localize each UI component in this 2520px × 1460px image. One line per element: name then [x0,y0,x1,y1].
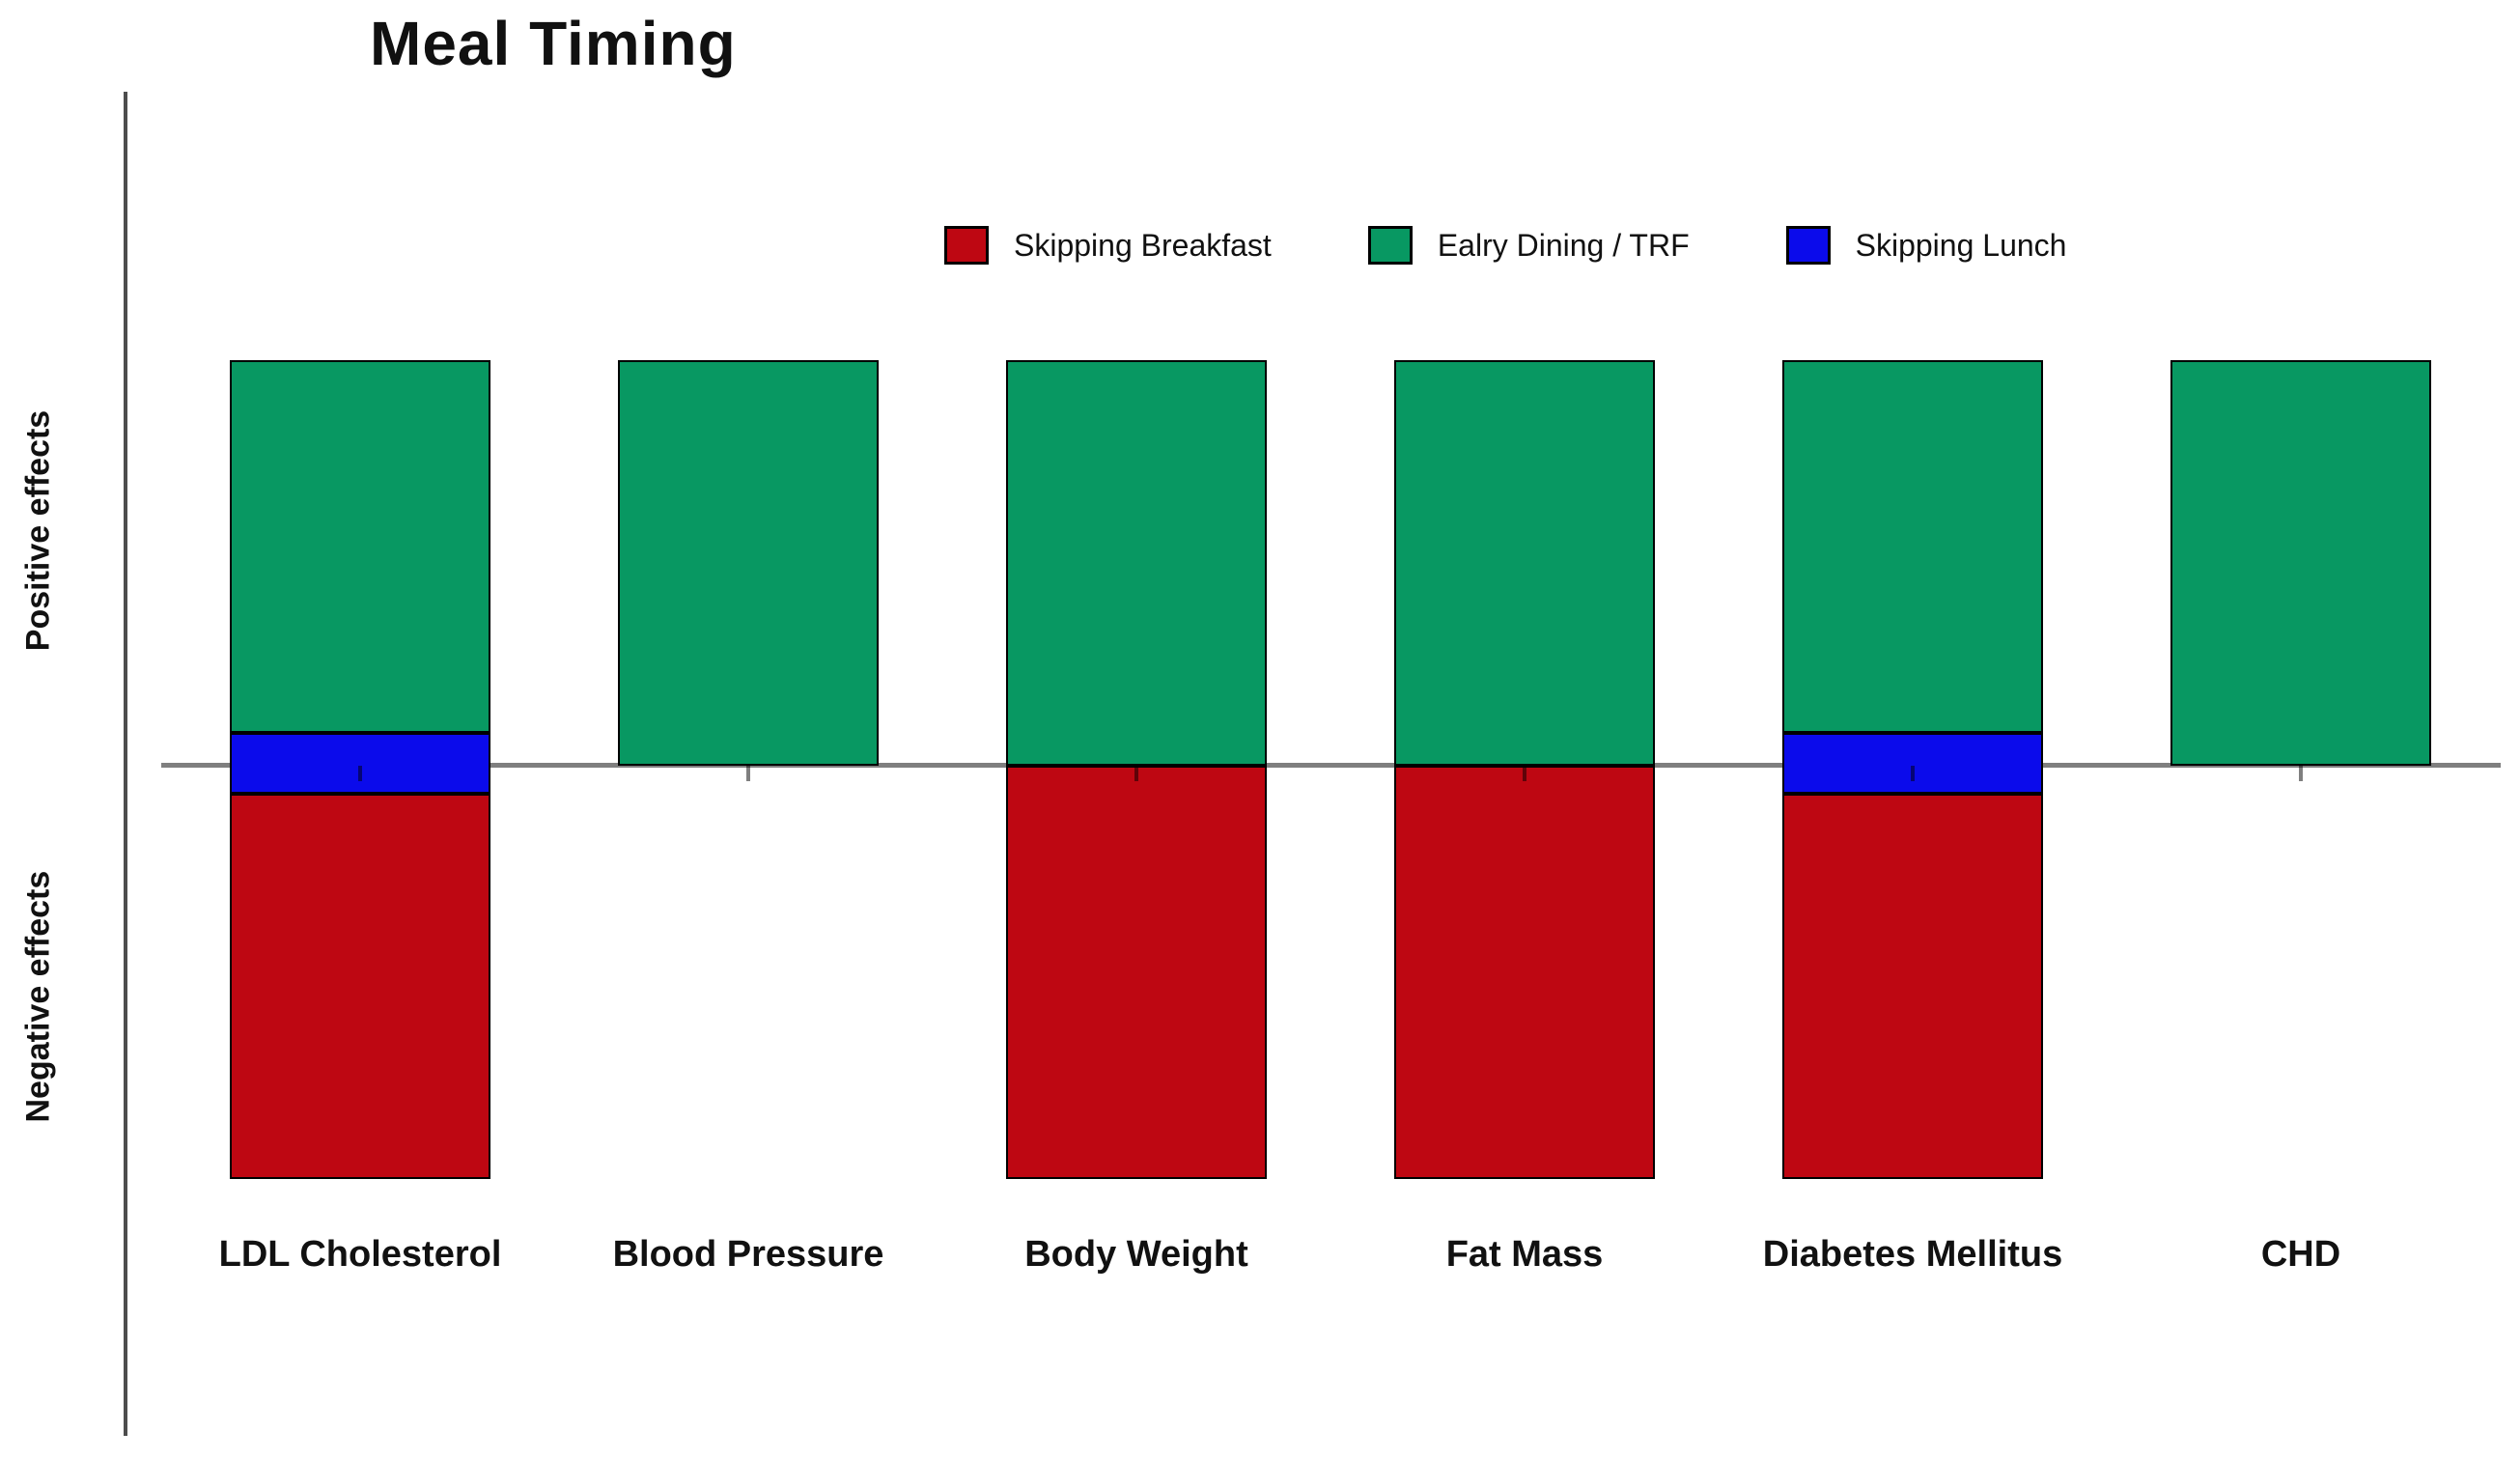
legend-label: Ealry Dining / TRF [1437,227,1690,263]
category-tick [1523,766,1526,781]
chart-title: Meal Timing [370,9,737,78]
bar-segment-skipping-lunch-diabetes-mellitus [1782,733,2043,795]
bar-segment-skipping-breakfast-ldl-cholesterol [230,794,490,1180]
category-tick [746,766,750,781]
category-label-blood-pressure: Blood Pressure [612,1234,884,1275]
bar-segment-ealry-dining-trf-fat-mass [1394,360,1655,766]
y-axis-label-positive: Positive effects [19,409,57,652]
zero-baseline [161,763,2501,768]
category-label-diabetes-mellitus: Diabetes Mellitus [1762,1234,2063,1275]
bar-segment-skipping-breakfast-diabetes-mellitus [1782,794,2043,1180]
category-tick [1911,766,1915,781]
legend-swatch-icon [944,226,989,265]
category-tick [1134,766,1138,781]
legend-item-skipping-lunch: Skipping Lunch [1785,226,2067,265]
bar-segment-ealry-dining-trf-body-weight [1006,360,1267,766]
bar-segment-ealry-dining-trf-diabetes-mellitus [1782,360,2043,734]
legend-item-skipping-breakfast: Skipping Breakfast [944,226,1272,265]
bar-segment-ealry-dining-trf-chd [2170,360,2431,766]
y-axis-label-negative: Negative effects [19,870,57,1123]
legend-swatch-icon [1785,226,1831,265]
bar-segment-ealry-dining-trf-ldl-cholesterol [230,360,490,734]
bar-segment-skipping-breakfast-fat-mass [1394,766,1655,1180]
category-label-fat-mass: Fat Mass [1445,1234,1604,1275]
legend-swatch-icon [1367,226,1413,265]
bar-segment-skipping-lunch-ldl-cholesterol [230,733,490,795]
category-label-ldl-cholesterol: LDL Cholesterol [218,1234,502,1275]
category-tick [358,766,362,781]
category-tick [2299,766,2303,781]
y-axis-line [124,92,127,1436]
legend: Skipping Breakfast Ealry Dining / TRF Skip… [944,226,2066,265]
bar-segment-skipping-breakfast-body-weight [1006,766,1267,1180]
legend-label: Skipping Breakfast [1014,227,1272,263]
category-label-body-weight: Body Weight [1024,1234,1248,1275]
category-label-chd: CHD [2260,1234,2341,1275]
bar-segment-ealry-dining-trf-blood-pressure [618,360,879,766]
legend-item-ealry-dining-trf: Ealry Dining / TRF [1367,226,1690,265]
legend-label: Skipping Lunch [1855,227,2067,263]
